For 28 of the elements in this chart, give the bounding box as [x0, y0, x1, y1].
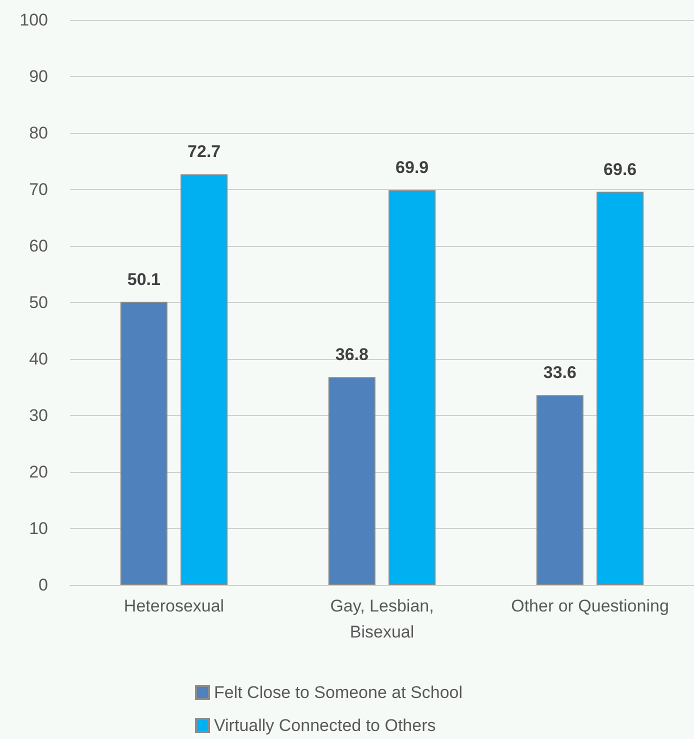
y-tick-label: 90	[29, 67, 48, 86]
y-tick-label: 10	[29, 519, 48, 538]
y-tick-label: 20	[29, 462, 48, 482]
bar	[120, 302, 168, 585]
y-tick-label: 40	[29, 350, 48, 368]
bar	[328, 377, 376, 585]
y-tick-label: 70	[29, 180, 48, 199]
data-label: 69.6	[604, 160, 637, 179]
data-label: 69.9	[396, 158, 429, 178]
data-label: 50.1	[127, 270, 160, 289]
x-tick-label: Other or Questioning	[511, 596, 669, 616]
data-label: 36.8	[335, 345, 368, 364]
y-tick-label: 0	[38, 576, 48, 594]
bar	[596, 192, 644, 585]
y-tick-label: 50	[29, 293, 48, 312]
bar	[180, 174, 228, 585]
y-tick-label: 80	[29, 124, 48, 142]
x-tick-label: Gay, Lesbian, Bisexual	[330, 596, 434, 642]
y-tick-label: 100	[20, 10, 48, 30]
legend-label: Felt Close to Someone at School	[214, 683, 463, 702]
bar	[388, 190, 436, 585]
data-label: 33.6	[543, 363, 576, 382]
data-label: 72.7	[188, 142, 221, 162]
legend-label: Virtually Connected to Others	[214, 716, 436, 735]
x-tick-label: Heterosexual	[124, 596, 224, 616]
y-tick-label: 30	[29, 406, 48, 425]
y-tick-label: 60	[29, 236, 48, 256]
bar	[536, 395, 584, 585]
